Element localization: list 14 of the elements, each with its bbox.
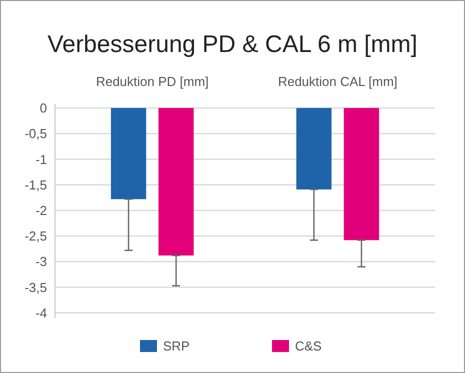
y-tick-label: -4 [35,305,47,320]
x-tick-label: Reduktion CAL [mm] [278,74,398,89]
legend-label: C&S [295,338,322,354]
y-tick-label: -3,5 [24,280,47,295]
x-tick-label: Reduktion PD [mm] [96,74,209,89]
chart-title: Verbesserung PD & CAL 6 m [mm] [48,31,418,58]
y-tick-label: -1,5 [24,177,47,192]
y-tick-label: -2,5 [24,228,47,244]
y-tick-label: -3 [35,254,47,270]
y-tick-label: -2 [35,202,47,218]
legend-label: SRP [163,338,190,354]
y-tick-label: -1 [35,152,47,167]
y-tick-label: 0 [40,100,47,116]
y-tick-label: -0,5 [24,126,47,142]
